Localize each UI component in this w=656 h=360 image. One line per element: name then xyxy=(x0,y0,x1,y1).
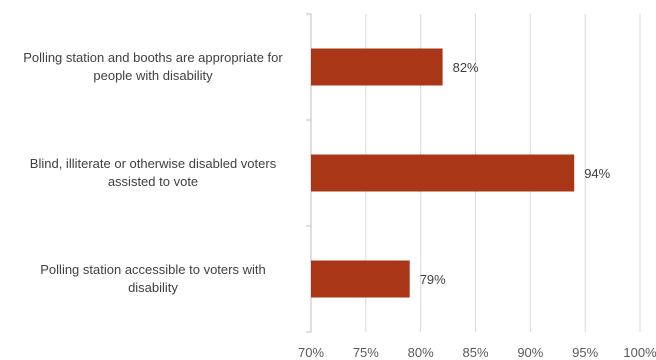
data-label: 82% xyxy=(453,60,479,75)
data-label: 79% xyxy=(420,272,446,287)
bar xyxy=(311,154,575,192)
bar xyxy=(311,48,443,86)
x-tick-label: 70% xyxy=(298,345,324,360)
category-label: Polling station and booths are appropria… xyxy=(23,50,283,65)
bars xyxy=(311,48,575,298)
category-labels: Polling station and booths are appropria… xyxy=(23,50,283,295)
category-label: people with disability xyxy=(93,68,213,83)
bar xyxy=(311,260,410,298)
data-label: 94% xyxy=(584,166,610,181)
category-axis xyxy=(306,13,312,333)
x-tick-label: 95% xyxy=(572,345,598,360)
category-label: assisted to vote xyxy=(108,174,198,189)
x-tick-label: 90% xyxy=(517,345,543,360)
x-tick-labels: 70% 75% 80% 85% 90% 95% 100% xyxy=(298,345,656,360)
category-label: Polling station accessible to voters wit… xyxy=(40,262,265,277)
category-label: disability xyxy=(128,280,178,295)
x-tick-label: 85% xyxy=(462,345,488,360)
data-labels: 82% 94% 79% xyxy=(420,60,611,287)
x-tick-label: 75% xyxy=(353,345,379,360)
x-tick-label: 100% xyxy=(623,345,656,360)
category-label: Blind, illiterate or otherwise disabled … xyxy=(30,156,277,171)
x-tick-label: 80% xyxy=(408,345,434,360)
